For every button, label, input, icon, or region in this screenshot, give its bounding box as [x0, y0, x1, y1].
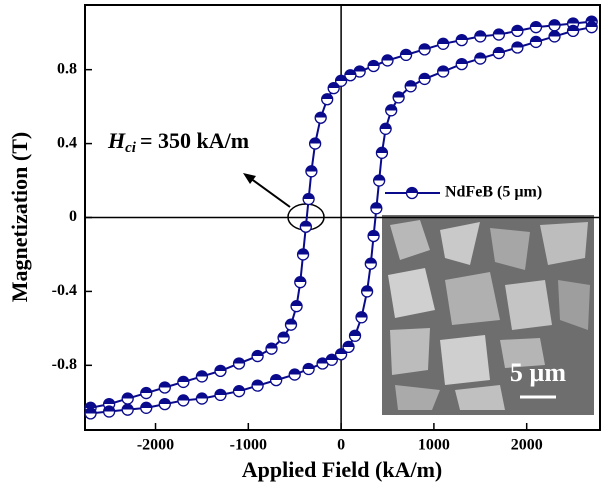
data-point	[475, 31, 486, 42]
data-point	[286, 319, 297, 330]
data-point	[512, 25, 523, 36]
data-point	[405, 81, 416, 92]
data-point	[350, 330, 361, 341]
data-point	[322, 94, 333, 105]
data-point	[271, 375, 282, 386]
data-point	[315, 112, 326, 123]
data-point	[438, 38, 449, 49]
data-point	[401, 49, 412, 60]
data-point	[512, 42, 523, 53]
data-point	[234, 386, 245, 397]
data-point	[295, 277, 306, 288]
data-point	[196, 371, 207, 382]
data-point	[178, 376, 189, 387]
data-point	[289, 369, 300, 380]
y-tick-label: 0	[69, 208, 77, 225]
data-point	[362, 286, 373, 297]
annotation-subscript: ci	[125, 140, 137, 156]
legend-label: NdFeB (5 µm)	[445, 184, 542, 201]
data-point	[178, 395, 189, 406]
data-point	[365, 258, 376, 269]
data-point	[549, 20, 560, 31]
data-point	[586, 22, 597, 33]
data-point	[393, 92, 404, 103]
data-point	[278, 332, 289, 343]
data-point	[215, 365, 226, 376]
data-point	[252, 380, 263, 391]
data-point	[530, 22, 541, 33]
x-axis-title: Applied Field (kA/m)	[242, 457, 442, 482]
data-point	[252, 351, 263, 362]
data-point	[310, 138, 321, 149]
annotation-arrow	[250, 178, 290, 207]
data-point	[328, 83, 339, 94]
arrow-head	[243, 173, 256, 184]
data-point	[298, 249, 309, 260]
y-tick-label: 0.8	[57, 60, 77, 77]
data-point	[300, 221, 311, 232]
data-point	[493, 29, 504, 40]
data-point	[159, 382, 170, 393]
data-point	[85, 408, 96, 419]
data-point	[475, 53, 486, 64]
data-point	[303, 194, 314, 205]
data-point	[303, 364, 314, 375]
annotation-text: = 350 kA/m	[140, 128, 249, 153]
data-point	[376, 147, 387, 158]
data-point	[386, 105, 397, 116]
data-point	[456, 59, 467, 70]
data-point	[549, 31, 560, 42]
data-point	[343, 341, 354, 352]
data-point	[122, 404, 133, 415]
data-point	[419, 44, 430, 55]
legend-marker	[407, 188, 418, 199]
data-point	[382, 55, 393, 66]
data-point	[374, 175, 385, 186]
data-point	[368, 60, 379, 71]
data-point	[141, 388, 152, 399]
x-tick-label: 2000	[511, 437, 543, 454]
data-point	[371, 203, 382, 214]
data-point	[291, 301, 302, 312]
data-point	[380, 123, 391, 134]
inset-image: 5 µm	[382, 215, 594, 415]
data-point	[196, 393, 207, 404]
data-point	[215, 389, 226, 400]
page: {"chart_data": {"type": "line", "xlabel"…	[0, 0, 603, 496]
data-point	[419, 73, 430, 84]
data-point	[122, 393, 133, 404]
chart: 5 µm Applied Field (kA/m) Magnetization …	[0, 0, 603, 496]
data-point	[456, 35, 467, 46]
x-tick-label: -2000	[137, 437, 174, 454]
y-tick-label: 0.4	[57, 134, 77, 151]
data-point	[141, 402, 152, 413]
data-point	[234, 358, 245, 369]
x-tick-label: 0	[337, 437, 345, 454]
data-point	[368, 230, 379, 241]
data-point	[104, 406, 115, 417]
data-point	[266, 343, 277, 354]
data-point	[530, 36, 541, 47]
data-point	[306, 166, 317, 177]
x-tick-label: -1000	[230, 437, 267, 454]
data-point	[356, 312, 367, 323]
data-point	[159, 399, 170, 410]
scale-label: 5 µm	[510, 358, 566, 387]
data-point	[438, 66, 449, 77]
y-axis-title: Magnetization (T)	[7, 132, 32, 302]
y-tick-label: -0.4	[52, 282, 77, 299]
annotation: Hci= 350 kA/m	[107, 128, 249, 156]
annotation-symbol: H	[107, 128, 126, 153]
y-tick-label: -0.8	[52, 356, 77, 373]
data-point	[568, 25, 579, 36]
data-point	[493, 48, 504, 59]
x-tick-label: 1000	[418, 437, 450, 454]
